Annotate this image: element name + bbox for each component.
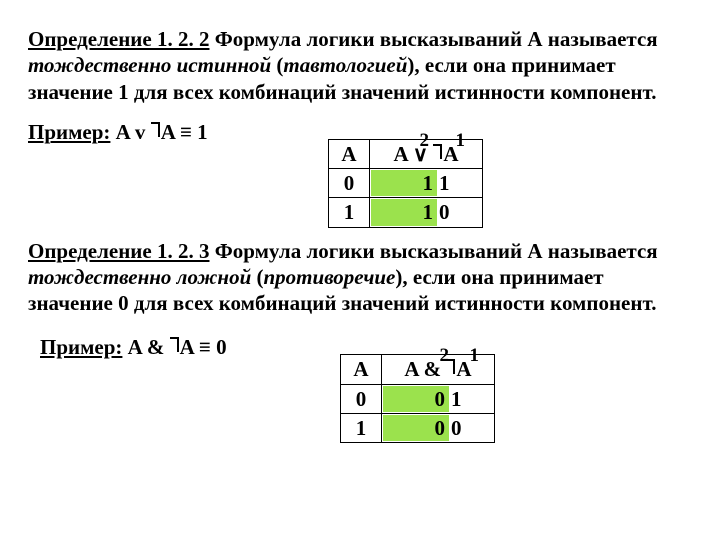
def2-b1: Формула логики высказываний А называется — [209, 239, 657, 263]
def1-head: Определение 1. 2. 2 — [28, 27, 209, 51]
hdr-expr: A ∨ A — [370, 139, 483, 168]
hdr-a: A — [329, 139, 370, 168]
def1-po: ( — [271, 53, 283, 77]
def2-i2: противоречие — [264, 265, 396, 289]
cell-expr: 11 — [370, 169, 483, 198]
ex2-label: Пример: — [40, 335, 122, 359]
definition-1: Определение 1. 2. 2 Формула логики выска… — [28, 26, 692, 105]
not-icon — [446, 359, 455, 374]
def2-i1: тождественно ложной — [28, 265, 251, 289]
cell-a: 0 — [341, 384, 382, 413]
cell-expr: 10 — [370, 198, 483, 227]
def1-i2: тавтологией — [283, 53, 407, 77]
val-r: 0 — [449, 415, 493, 441]
not-icon — [433, 144, 442, 159]
ex1-post: A ≡ 1 — [161, 120, 208, 144]
not-icon — [151, 122, 160, 137]
hdr-expr-pre: A & — [404, 357, 446, 381]
truth-table-2: 2 1 A A & A 0 01 1 00 — [340, 334, 495, 443]
val-l: 1 — [371, 170, 437, 196]
hdr-expr: A & A — [382, 355, 495, 384]
val-l: 1 — [371, 199, 437, 225]
hdr-expr-pre: A ∨ — [393, 142, 433, 166]
not-icon — [170, 337, 179, 352]
ex1-label: Пример: — [28, 120, 110, 144]
example-1-table-wrap: 2 1 A A ∨ A 0 11 1 10 — [328, 119, 483, 228]
ex2-post: A ≡ 0 — [180, 335, 227, 359]
val-r: 0 — [437, 199, 481, 225]
ex2-pre: A & — [122, 335, 169, 359]
def1-i1: тождественно истинной — [28, 53, 271, 77]
cell-a: 1 — [341, 413, 382, 442]
val-l: 0 — [383, 415, 449, 441]
hdr-a: A — [341, 355, 382, 384]
hdr-expr-post: A — [443, 142, 458, 166]
example-1-formula: Пример: A v A ≡ 1 — [28, 119, 328, 145]
def2-po: ( — [251, 265, 263, 289]
def1-b1: Формула логики высказываний А называется — [209, 27, 657, 51]
cell-expr: 01 — [382, 384, 495, 413]
val-l: 0 — [383, 386, 449, 412]
def2-head: Определение 1. 2. 3 — [28, 239, 209, 263]
cell-expr: 00 — [382, 413, 495, 442]
ex1-pre: A v — [110, 120, 150, 144]
definition-2: Определение 1. 2. 3 Формула логики выска… — [28, 238, 692, 317]
truth-table-1: 2 1 A A ∨ A 0 11 1 10 — [328, 119, 483, 228]
example-2-table-wrap: 2 1 A A & A 0 01 1 00 — [340, 334, 495, 443]
hdr-expr-post: A — [456, 357, 471, 381]
val-r: 1 — [437, 170, 481, 196]
example-1-row: Пример: A v A ≡ 1 2 1 A A ∨ A 0 11 — [28, 119, 692, 228]
example-2-row: Пример: A & A ≡ 0 2 1 A A & A 0 01 — [28, 334, 692, 443]
example-2-formula: Пример: A & A ≡ 0 — [40, 334, 340, 360]
cell-a: 1 — [329, 198, 370, 227]
val-r: 1 — [449, 386, 493, 412]
cell-a: 0 — [329, 169, 370, 198]
